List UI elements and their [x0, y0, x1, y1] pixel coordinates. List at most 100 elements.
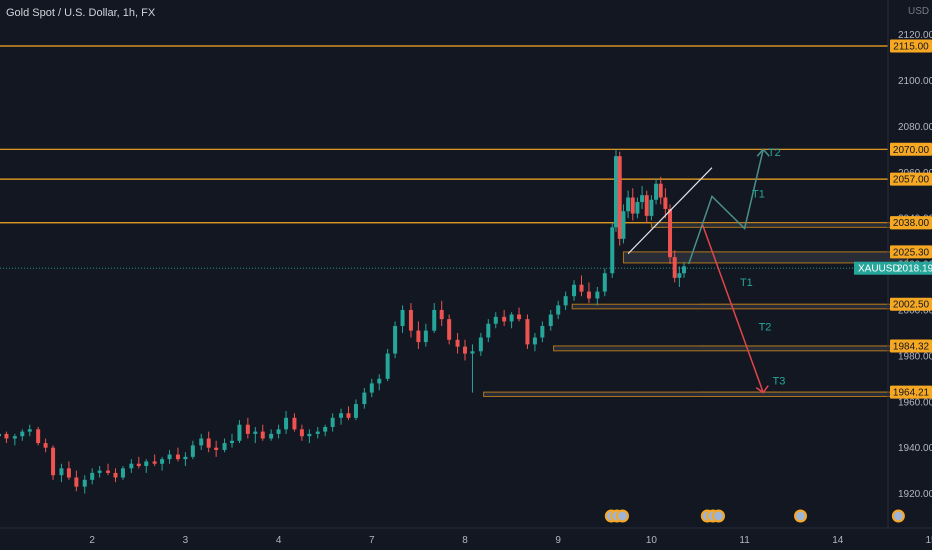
- target-label: T3: [773, 376, 786, 388]
- candle-body: [167, 454, 172, 460]
- price-tag-box: [890, 385, 932, 399]
- candle-body: [613, 156, 618, 228]
- event-icon-inner: [618, 511, 628, 521]
- candle-body: [423, 330, 428, 343]
- price-tag-label: 2057.00: [893, 175, 930, 186]
- candle-body: [416, 330, 421, 343]
- candle-body: [199, 438, 204, 446]
- date-axis: 2 3 4 7 8 9 10 11 14 15: [0, 527, 932, 546]
- candle-body: [385, 353, 390, 379]
- candle-body: [654, 183, 659, 200]
- candle-body: [509, 314, 514, 322]
- x-tick-label: 4: [276, 535, 282, 546]
- candle-body: [439, 309, 444, 320]
- price-tag-label: 1984.32: [893, 341, 930, 352]
- candle-body: [400, 309, 405, 327]
- candle-body: [106, 470, 111, 473]
- candle-body: [245, 424, 250, 434]
- symbol-label: XAUUSD: [858, 264, 900, 275]
- candle-body: [432, 309, 437, 331]
- candle-body: [463, 346, 467, 354]
- candle-body: [315, 431, 320, 434]
- support-zones: [483, 222, 909, 397]
- candle-body: [682, 266, 687, 274]
- horizontal-levels: [0, 45, 888, 393]
- candle-body: [540, 326, 545, 338]
- bullish-path: [687, 149, 764, 265]
- event-markers: [604, 509, 905, 523]
- candle-body: [586, 291, 591, 299]
- price-tag-box: [890, 245, 932, 259]
- candle-body: [346, 413, 351, 418]
- candle-body: [668, 208, 673, 258]
- candle-body: [377, 378, 382, 384]
- candle-body: [493, 316, 498, 324]
- candle-body: [517, 314, 522, 320]
- target-label: T1: [740, 277, 753, 289]
- support-zone: [622, 251, 909, 264]
- candle-body: [525, 319, 530, 345]
- candle-body: [658, 183, 663, 198]
- price-tag-box: [890, 172, 932, 186]
- candle-body: [602, 273, 607, 292]
- candle-body: [595, 291, 600, 299]
- candle-body: [635, 202, 640, 214]
- candle-body: [276, 429, 281, 434]
- price-tag-label: 2070.00: [893, 145, 930, 156]
- x-tick-label: 8: [462, 535, 468, 546]
- bearish-arrowhead: [755, 385, 769, 394]
- candle-body: [66, 468, 71, 478]
- candle-body: [4, 433, 9, 439]
- candle-body: [330, 417, 335, 428]
- support-zone: [571, 303, 904, 310]
- price-tag-label: 1964.21: [893, 388, 930, 399]
- y-tick-label: 1980.00: [898, 351, 932, 362]
- candle-body: [470, 351, 475, 354]
- x-tick-label: 10: [646, 535, 658, 546]
- candle-body: [120, 468, 125, 478]
- candle-body: [610, 227, 615, 274]
- candle-body: [12, 436, 17, 439]
- candle-body: [59, 468, 64, 476]
- price-tag-label: 2025.30: [893, 247, 930, 258]
- candle-body: [144, 461, 149, 467]
- currency-label[interactable]: USD: [908, 6, 930, 17]
- candle-body: [260, 431, 265, 439]
- drawings: T2 T1 T1 T2 T3: [627, 147, 786, 394]
- support-zone: [553, 345, 899, 352]
- candle-body: [284, 417, 289, 430]
- candle-body: [175, 454, 180, 460]
- candle-body: [672, 257, 677, 278]
- x-tick-label: 15: [925, 535, 932, 546]
- candle-body: [644, 195, 649, 216]
- event-icon-inner: [893, 511, 903, 521]
- x-tick-label: 7: [369, 535, 375, 546]
- candle-body: [548, 314, 553, 327]
- support-zone: [650, 222, 904, 228]
- candle-body: [222, 443, 227, 450]
- y-tick-label: 2120.00: [898, 30, 932, 41]
- candle-body: [113, 472, 118, 478]
- candle-body: [362, 392, 367, 405]
- y-tick-label: 1940.00: [898, 443, 932, 454]
- candle-body: [677, 273, 682, 278]
- candle-body: [663, 197, 668, 209]
- candle-body: [307, 433, 312, 437]
- candle-body: [152, 461, 157, 464]
- candle-body: [183, 456, 188, 460]
- chart-title: Gold Spot / U.S. Dollar, 1h, FX: [6, 7, 156, 19]
- support-zone: [483, 391, 895, 397]
- candle-body: [136, 463, 141, 467]
- candle-body: [486, 323, 491, 338]
- candle-body: [269, 433, 274, 439]
- candle-body: [74, 477, 79, 487]
- y-tick-label: 2000.00: [898, 305, 932, 316]
- candle-body: [572, 284, 577, 297]
- candle-body: [90, 472, 95, 480]
- candle-body: [253, 431, 258, 434]
- event-icon-inner: [796, 511, 806, 521]
- y-tick-label: 1920.00: [898, 489, 932, 500]
- candle-body: [160, 459, 165, 464]
- candle-body: [369, 383, 374, 393]
